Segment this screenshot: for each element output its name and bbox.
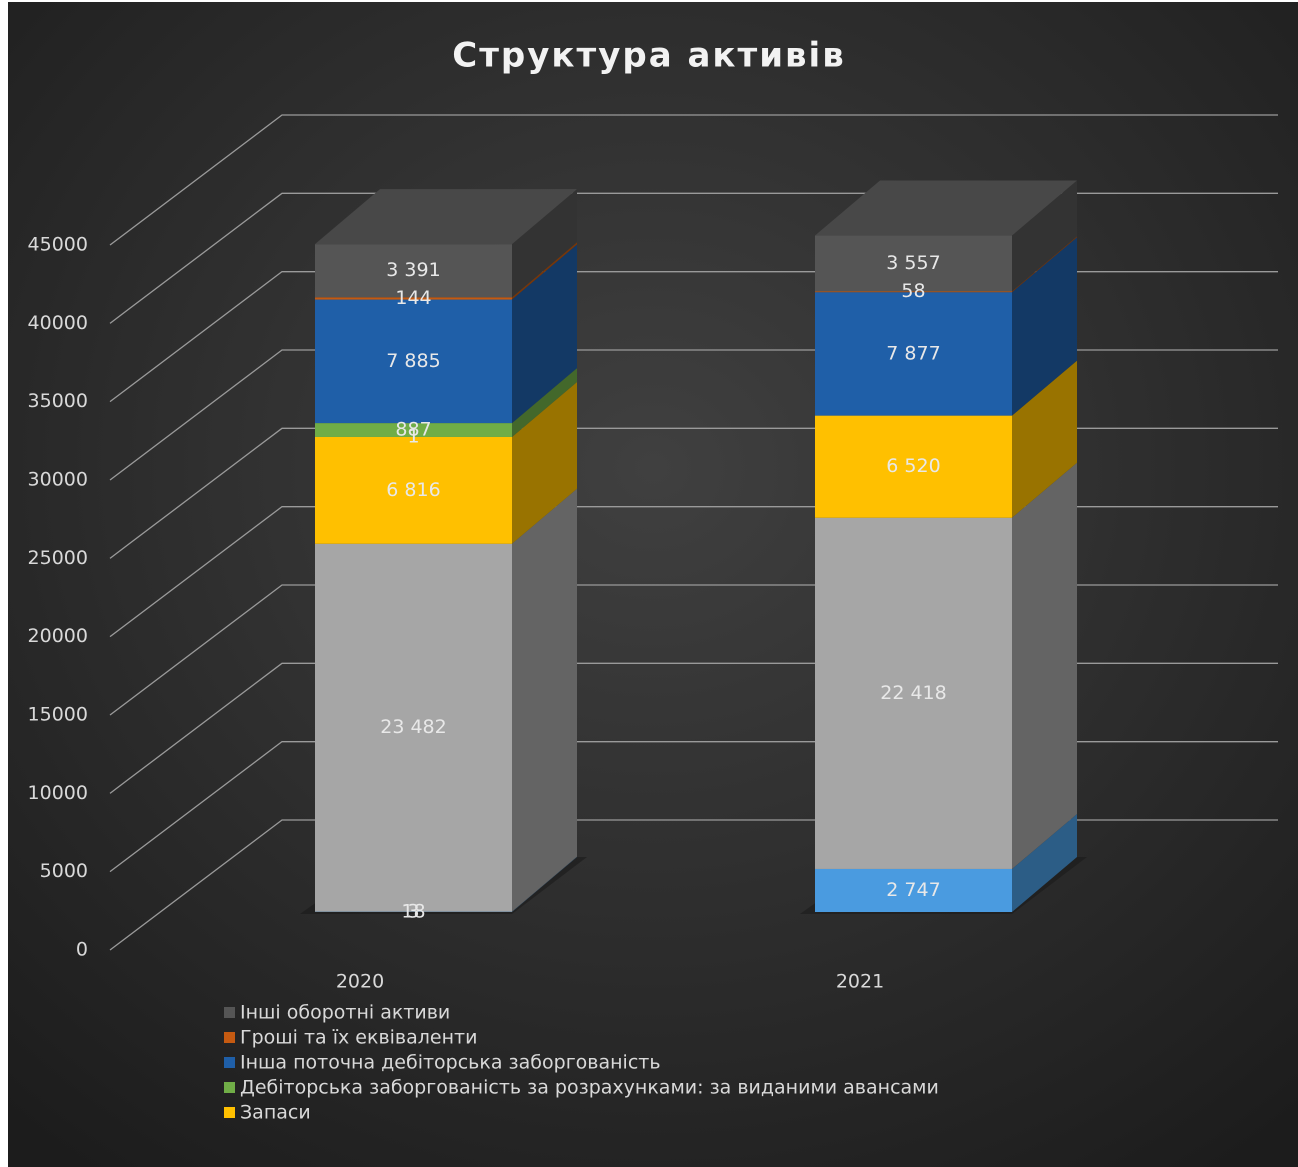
bar-side (512, 244, 577, 424)
legend-label: Інша поточна дебіторська заборгованість (240, 1052, 661, 1074)
bar-segment (815, 235, 1012, 292)
bar-segment (315, 244, 512, 298)
data-label: 2 747 (886, 879, 940, 901)
bar-side (512, 189, 577, 298)
data-label: 7 885 (386, 350, 440, 372)
y-tick-label: 45000 (28, 234, 88, 256)
bar-segment (315, 297, 512, 300)
bar-side (512, 856, 577, 912)
legend-swatch (224, 1007, 235, 1018)
data-label: 3 391 (386, 259, 440, 281)
grid-line (109, 114, 1278, 246)
bar-side (512, 856, 577, 912)
y-tick-label: 5000 (40, 860, 88, 882)
x-tick-label: 2021 (836, 971, 884, 993)
y-tick-label: 20000 (28, 625, 88, 647)
bar-top (815, 180, 1077, 236)
y-tick-label: 30000 (28, 469, 88, 491)
data-label: 6 816 (386, 479, 440, 501)
bar-segment (815, 415, 1012, 518)
bar-side (1012, 813, 1077, 912)
y-tick-label: 40000 (28, 312, 88, 334)
bar-side (1012, 180, 1077, 292)
bar-segment (315, 437, 512, 544)
legend-label: Інші оборотні активи (240, 1002, 450, 1024)
bar-segment (315, 543, 512, 912)
y-tick-label: 25000 (28, 547, 88, 569)
legend-swatch (224, 1032, 235, 1043)
bar-side (512, 368, 577, 437)
data-label: 7 877 (886, 342, 940, 364)
data-label: 1 (407, 425, 419, 447)
data-label: 22 418 (880, 682, 946, 704)
legend-label: Гроші та їх еквіваленти (240, 1027, 477, 1049)
y-tick-label: 10000 (28, 782, 88, 804)
bar-side (512, 242, 577, 300)
bar-segment (315, 423, 512, 437)
legend-swatch (224, 1057, 235, 1068)
bar-side (512, 382, 577, 544)
data-label: 6 520 (886, 455, 940, 477)
data-label: 18 (401, 900, 425, 922)
y-tick-label: 15000 (28, 704, 88, 726)
bar-segment (815, 868, 1012, 912)
bar-segment (815, 517, 1012, 869)
data-label: 3 (407, 900, 419, 922)
bar-side (1012, 462, 1077, 869)
bar-side (1012, 236, 1077, 293)
data-label: 58 (901, 280, 925, 302)
bar-segment (815, 292, 1012, 416)
data-label: 144 (395, 287, 431, 309)
legend-swatch (224, 1082, 235, 1093)
bar-segment (815, 291, 1012, 293)
legend-swatch (224, 1107, 235, 1118)
legend-label: Запаси (240, 1102, 311, 1124)
x-tick-label: 2020 (336, 971, 384, 993)
data-label: 23 482 (380, 716, 446, 738)
bar-side (1012, 360, 1077, 518)
y-tick-label: 0 (76, 939, 88, 961)
legend-label: Дебіторська заборгованість за розрахунка… (240, 1077, 939, 1099)
bar-side (512, 488, 577, 912)
bar-side (1012, 237, 1077, 416)
y-tick-label: 35000 (28, 390, 88, 412)
bar-top (315, 189, 577, 245)
data-label: 887 (395, 419, 431, 441)
data-label: 3 557 (886, 252, 940, 274)
bar-segment (315, 299, 512, 424)
chart-title: Структура активів (452, 36, 845, 76)
bar-side (512, 381, 577, 438)
